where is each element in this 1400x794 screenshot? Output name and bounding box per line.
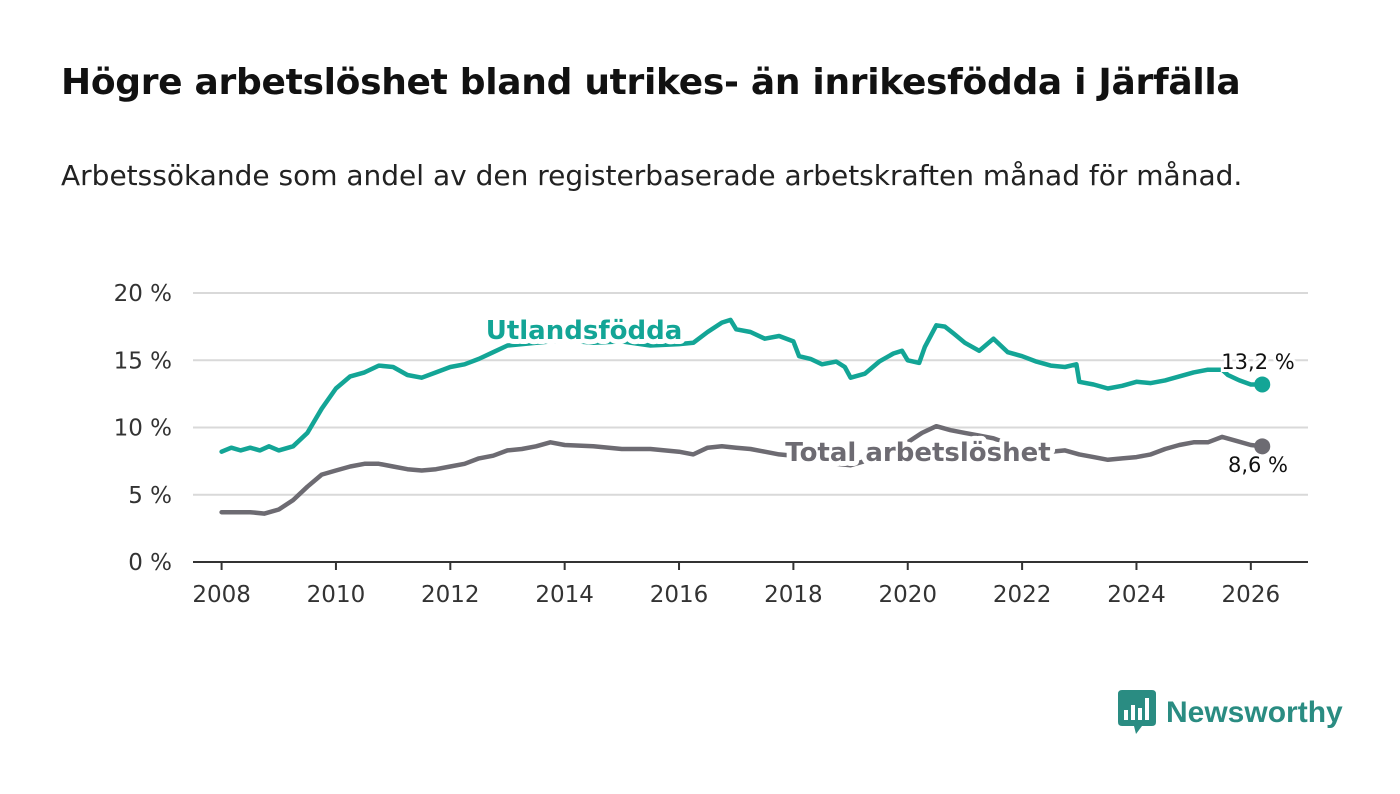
y-tick-label: 5 % [128,483,172,509]
foreign-born-end-point [1254,376,1271,393]
bar-chart-icon [1118,690,1156,734]
foreign-born-end-label: 13,2 % [1221,350,1294,374]
total-unemployment-end-point [1254,438,1271,455]
y-tick-label: 15 % [114,348,172,374]
x-tick-label: 2024 [1107,582,1166,608]
total-unemployment-end-label: 8,6 % [1228,453,1288,477]
x-tick-label: 2014 [535,582,594,608]
brand-name: Newsworthy [1166,696,1343,729]
y-tick-label: 20 % [114,281,172,307]
foreign-born-line [219,317,1265,454]
x-tick-label: 2008 [192,582,251,608]
newsworthy-logo: Newsworthy [1118,690,1343,736]
y-tick-label: 0 % [128,550,172,576]
x-tick-label: 2016 [650,582,709,608]
total-unemployment-label: Total arbetslöshet [785,438,1050,468]
total-unemployment-line [219,423,1265,516]
x-tick-label: 2010 [307,582,366,608]
y-tick-label: 10 % [114,416,172,442]
chart-subtitle: Arbetssökande som andel av den registerb… [61,159,1243,192]
x-tick-label: 2022 [993,582,1052,608]
x-tick-label: 2020 [878,582,937,608]
foreign-born-label: Utlandsfödda [486,316,683,346]
x-tick-label: 2026 [1222,582,1281,608]
x-tick-label: 2018 [764,582,823,608]
chart-title: Högre arbetslöshet bland utrikes- än inr… [61,62,1241,103]
x-tick-label: 2012 [421,582,480,608]
